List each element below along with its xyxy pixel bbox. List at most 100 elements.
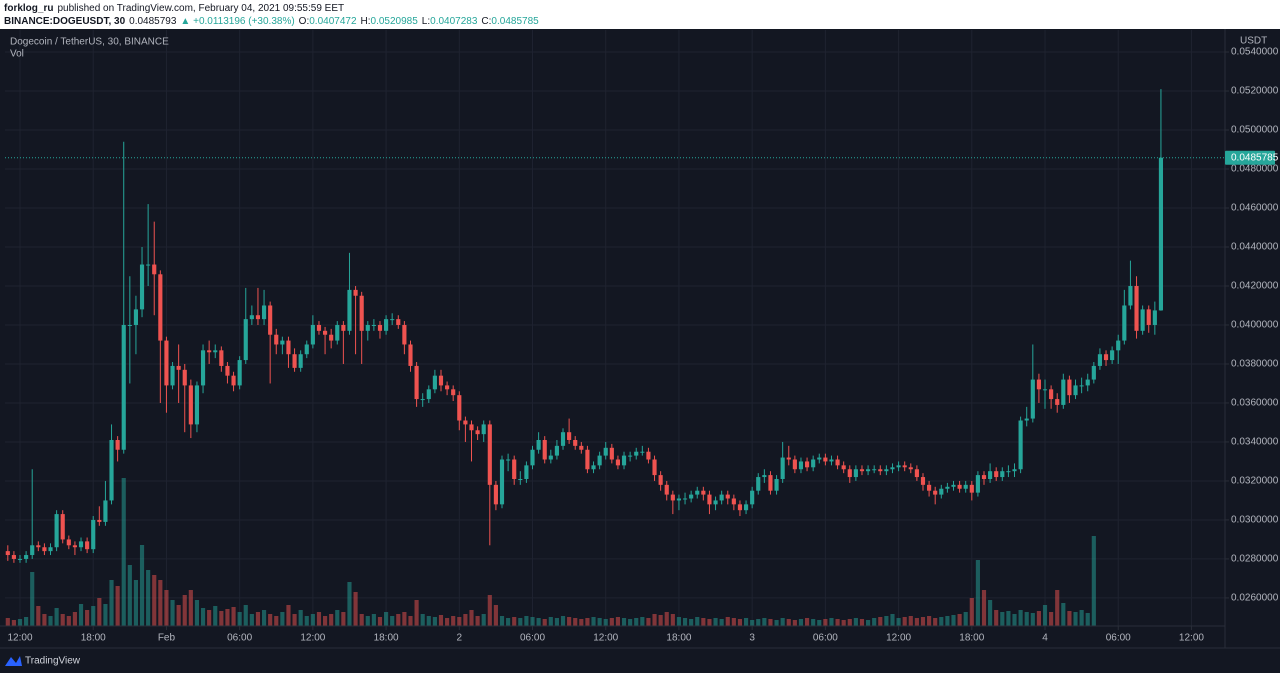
candle-body: [859, 469, 865, 472]
candle-body: [695, 490, 700, 495]
candle-body: [176, 365, 181, 370]
candle-body: [853, 469, 858, 478]
candle-body: [542, 440, 547, 460]
candle-body: [585, 449, 590, 470]
ohlc-value: 0.0407283: [430, 16, 478, 27]
volume-bar: [176, 605, 181, 626]
x-tick-label: 06:00: [813, 633, 838, 644]
volume-bar: [347, 582, 352, 626]
candle-body: [762, 475, 767, 478]
candle-body: [408, 344, 413, 366]
candle-body: [133, 309, 139, 325]
y-tick-label: 0.0440000: [1231, 242, 1279, 253]
volume-bar: [664, 612, 669, 626]
candle-body: [994, 471, 999, 478]
volume-bar: [652, 614, 657, 626]
candle-body: [469, 424, 474, 431]
volume-bar: [36, 606, 41, 626]
candle-body: [60, 514, 65, 540]
volume-bar: [103, 604, 108, 626]
candle-body: [481, 424, 486, 435]
candle-body: [945, 486, 950, 489]
volume-layer: [5, 478, 1096, 626]
volume-bar: [1049, 612, 1054, 626]
candle-body: [689, 494, 694, 499]
candle-body: [310, 324, 315, 345]
volume-bar: [560, 616, 566, 626]
candle-body: [274, 334, 279, 345]
volume-bar: [621, 618, 627, 626]
volume-bar: [353, 592, 358, 626]
y-tick-label: 0.0360000: [1231, 398, 1279, 409]
ohlc-label: H:: [361, 16, 371, 27]
volume-bar: [408, 616, 413, 626]
y-tick-label: 0.0480000: [1231, 164, 1279, 175]
volume-bar: [597, 618, 602, 626]
candle-body: [981, 475, 987, 479]
volume-bar: [1091, 536, 1096, 626]
volume-bar: [518, 618, 523, 626]
candle-body: [1152, 310, 1157, 325]
candle-body: [36, 545, 41, 548]
candle-body: [1049, 389, 1054, 400]
volume-bar: [17, 619, 23, 626]
candle-body: [225, 365, 230, 376]
candle-body: [200, 350, 206, 386]
volume-bar: [676, 617, 682, 626]
candle-body: [414, 365, 419, 400]
volume-bar: [182, 595, 187, 626]
candle-body: [640, 451, 645, 453]
candle-body: [219, 350, 224, 366]
volume-bar: [878, 617, 883, 626]
candle-body: [866, 469, 871, 472]
volume-bar: [713, 618, 718, 626]
candle-body: [164, 340, 169, 386]
candle-body: [54, 514, 59, 548]
y-tick-label: 0.0300000: [1231, 515, 1279, 526]
volume-bar: [743, 618, 749, 626]
candle-body: [1097, 354, 1102, 366]
volume-bar: [72, 612, 77, 626]
ticker-line: BINANCE:DOGEUSDT, 30 0.0485793 ▲ +0.011319…: [4, 16, 539, 27]
volume-bar: [475, 616, 480, 626]
candle-body: [146, 264, 151, 266]
candle-body: [1110, 350, 1115, 361]
candle-body: [731, 498, 736, 505]
candle-body: [786, 457, 791, 460]
volume-bar: [573, 618, 578, 626]
volume-bar: [109, 580, 114, 626]
candle-body: [231, 375, 236, 386]
volume-bar: [1067, 611, 1072, 626]
volume-bar: [426, 616, 431, 626]
volume-bar: [200, 608, 206, 626]
candle-body: [213, 350, 218, 353]
candle-body: [890, 467, 895, 470]
volume-bar: [762, 618, 767, 626]
volume-bar: [695, 617, 700, 626]
candle-body: [463, 420, 468, 425]
volume-bar: [872, 618, 877, 626]
volume-bar: [310, 614, 315, 626]
volume-bar: [1024, 612, 1029, 626]
volume-bar: [847, 619, 852, 626]
volume-bar: [896, 618, 901, 626]
x-tick-label: 12:00: [593, 633, 618, 644]
candle-body: [487, 424, 492, 485]
y-tick-label: 0.0380000: [1231, 359, 1279, 370]
volume-bar: [658, 615, 663, 626]
candle-body: [792, 459, 797, 470]
candle-body: [78, 541, 84, 548]
candle-body: [548, 455, 553, 460]
volume-bar: [499, 616, 505, 626]
candle-body: [847, 469, 852, 478]
ohlc-label: O:: [299, 16, 310, 27]
candle-body: [1042, 389, 1048, 391]
volume-bar: [42, 614, 47, 626]
candle-body: [182, 369, 187, 386]
y-tick-label: 0.0420000: [1231, 281, 1279, 292]
candle-body: [804, 461, 810, 468]
candle-body: [170, 365, 175, 386]
volume-bar: [316, 612, 322, 626]
volume-bar: [54, 608, 59, 626]
candle-body: [384, 319, 389, 331]
